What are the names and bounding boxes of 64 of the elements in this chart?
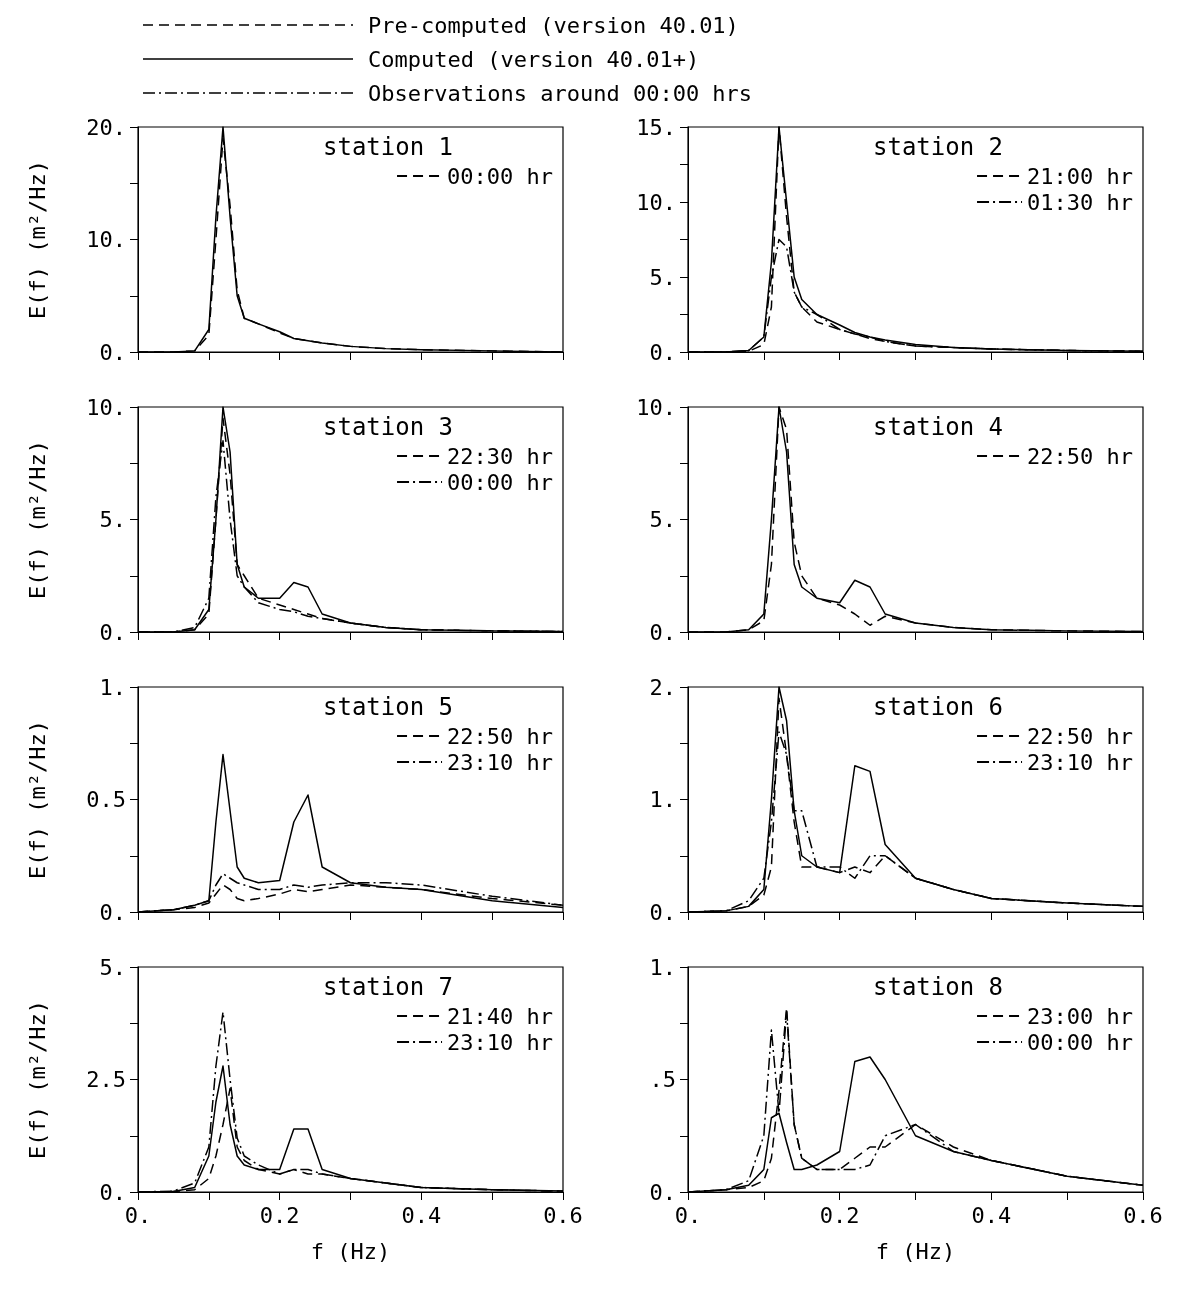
y-tick-label: 2.5 <box>86 1067 126 1092</box>
legend-label: Observations around 00:00 hrs <box>368 80 753 106</box>
chart-title: station 3 <box>323 413 454 441</box>
legend-label: 22:50 hr <box>1027 443 1134 469</box>
x-tick-label: 0.6 <box>543 1202 583 1228</box>
x-tick-label: 0.4 <box>401 1202 442 1228</box>
x-axis-title: f (Hz) <box>875 1238 956 1264</box>
y-tick-label: 15. <box>636 114 676 140</box>
y-tick-label: 5. <box>649 264 676 290</box>
y-tick-label: 0. <box>99 1179 126 1205</box>
x-axis-title: f (Hz) <box>310 1238 391 1264</box>
legend-label: 21:40 hr <box>447 1003 554 1029</box>
y-tick-label: 0. <box>649 899 676 925</box>
y-tick-label: 0. <box>99 899 126 925</box>
x-tick-label: 0. <box>674 1202 702 1228</box>
x-tick-label: 0. <box>124 1202 152 1228</box>
legend-label: 00:00 hr <box>447 163 554 189</box>
y-tick-label: 2. <box>649 674 676 700</box>
y-tick-label: 0. <box>649 619 676 645</box>
y-tick-label: 10. <box>86 394 126 420</box>
y-tick-label: 1. <box>649 954 676 980</box>
x-tick-label: 0.6 <box>1123 1202 1163 1228</box>
y-tick-label: 0. <box>99 619 126 645</box>
legend-label: 23:00 hr <box>1027 1003 1134 1029</box>
legend-label: 23:10 hr <box>447 749 554 775</box>
x-tick-label: 0.2 <box>819 1202 860 1228</box>
legend-label: 23:10 hr <box>1027 749 1134 775</box>
legend-label: 22:50 hr <box>1027 723 1134 749</box>
legend-label: 00:00 hr <box>1027 1029 1134 1055</box>
y-tick-label: 5. <box>649 507 676 532</box>
chart-title: station 1 <box>323 133 454 161</box>
y-tick-label: 20. <box>86 114 126 140</box>
x-tick-label: 0.4 <box>971 1202 1012 1228</box>
legend-label: 23:10 hr <box>447 1029 554 1055</box>
y-tick-label: 5. <box>99 954 126 980</box>
y-tick-label: 0.5 <box>86 787 126 812</box>
legend-label: 22:30 hr <box>447 443 554 469</box>
x-tick-label: 0.2 <box>259 1202 300 1228</box>
y-tick-label: .5 <box>649 1067 676 1092</box>
y-tick-label: 0. <box>99 339 126 365</box>
y-axis-title: E(f) (m²/Hz) <box>24 1000 50 1159</box>
chart-title: station 5 <box>323 693 454 721</box>
y-tick-label: 0. <box>649 1179 676 1205</box>
chart-title: station 8 <box>873 973 1004 1001</box>
legend-label: Pre-computed (version 40.01) <box>368 12 739 38</box>
y-tick-label: 1. <box>649 787 676 812</box>
legend-label: 22:50 hr <box>447 723 554 749</box>
legend-label: 21:00 hr <box>1027 163 1134 189</box>
y-tick-label: 10. <box>86 227 126 252</box>
y-axis-title: E(f) (m²/Hz) <box>24 160 50 319</box>
y-tick-label: 1. <box>99 674 126 700</box>
legend-label: 00:00 hr <box>447 469 554 495</box>
chart-title: station 7 <box>323 973 454 1001</box>
chart-title: station 6 <box>873 693 1004 721</box>
y-tick-label: 10. <box>636 189 676 215</box>
y-tick-label: 10. <box>636 394 676 420</box>
y-tick-label: 0. <box>649 339 676 365</box>
legend-label: 01:30 hr <box>1027 189 1134 215</box>
y-axis-title: E(f) (m²/Hz) <box>24 720 50 879</box>
y-axis-title: E(f) (m²/Hz) <box>24 440 50 599</box>
y-tick-label: 5. <box>99 507 126 532</box>
chart-title: station 4 <box>873 413 1004 441</box>
legend-label: Computed (version 40.01+) <box>368 46 700 72</box>
chart-title: station 2 <box>873 133 1004 161</box>
